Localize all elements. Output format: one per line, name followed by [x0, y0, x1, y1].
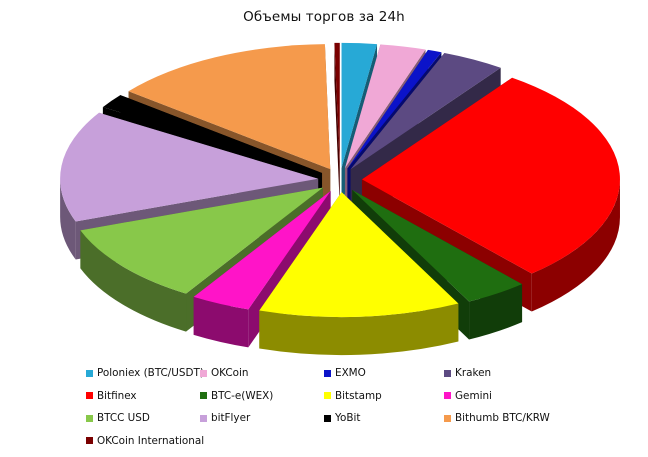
legend-item: Gemini — [444, 390, 492, 402]
pie-slice-top — [193, 190, 331, 310]
legend-swatch — [200, 369, 207, 377]
pie-slice-top — [361, 77, 620, 274]
pie-slice-top — [259, 192, 459, 318]
legend-swatch — [444, 369, 451, 377]
legend-item: bitFlyer — [200, 412, 250, 424]
legend-swatch — [444, 414, 451, 422]
legend-swatch — [86, 414, 93, 422]
pie-slice-wall — [334, 42, 340, 206]
legend-swatch — [86, 392, 93, 399]
legend-swatch — [200, 392, 207, 399]
pie-slice-top — [128, 44, 331, 170]
legend-item: Bithumb BTC/KRW — [444, 412, 550, 424]
legend-swatch — [86, 437, 93, 444]
pie-slice-top — [60, 112, 319, 222]
pie-slice-top — [102, 95, 323, 174]
legend-label: Bitfinex — [97, 389, 137, 402]
legend-label: BTCC USD — [97, 412, 150, 424]
pie-slice-rim — [60, 178, 76, 260]
legend-label: Bitstamp — [335, 389, 382, 402]
legend-item: Kraken — [444, 367, 491, 379]
legend-item: EXMO — [324, 367, 366, 379]
pie-slice-rim — [531, 179, 620, 312]
chart-title: Объемы торгов за 24h — [243, 9, 405, 25]
pie-slice-okcoin-international — [334, 42, 340, 206]
legend-swatch — [200, 414, 207, 422]
pie-slice-top — [344, 44, 426, 169]
legend-swatch — [324, 369, 331, 377]
pie-slice-top — [80, 187, 323, 294]
legend-swatch — [86, 369, 93, 377]
pie-slice-top — [350, 52, 501, 170]
legend-swatch — [324, 392, 331, 399]
pie-slice-rim — [469, 284, 523, 340]
legend-label: EXMO — [335, 367, 366, 379]
legend-item: OKCoin — [200, 367, 249, 379]
legend-item: Bitstamp — [324, 390, 382, 402]
pie-slice-top — [341, 42, 378, 168]
pie-slice-top — [352, 190, 523, 302]
legend-label: YoBit — [335, 412, 361, 424]
pie-slice-bitstamp — [259, 192, 459, 356]
legend-label: Bithumb BTC/KRW — [455, 412, 550, 424]
legend-label: OKCoin International — [97, 434, 205, 447]
legend-item: BTC-e(WEX) — [200, 390, 273, 402]
legend-label: Kraken — [455, 367, 492, 379]
legend-item: Bitfinex — [86, 390, 137, 402]
legend-swatch — [444, 392, 451, 399]
legend-label: Poloniex (BTC/USDT) — [97, 367, 204, 379]
pie-slice-top — [347, 49, 442, 169]
legend-label: BTC-e(WEX) — [211, 389, 274, 402]
legend-swatch — [324, 414, 331, 422]
legend-label: Gemini — [455, 389, 492, 402]
legend-item: Poloniex (BTC/USDT) — [86, 367, 204, 379]
pie-slice-rim — [80, 230, 187, 332]
pie-slice-rim — [259, 303, 459, 356]
pie-slice-rim — [193, 296, 249, 348]
legend-item: OKCoin International — [86, 435, 204, 447]
legend-label: OKCoin — [211, 367, 249, 379]
legend-label: bitFlyer — [211, 412, 251, 424]
legend-item: BTCC USD — [86, 412, 150, 424]
pie-slice-top — [334, 42, 340, 168]
legend-item: YoBit — [324, 412, 360, 424]
pie-chart — [60, 42, 620, 356]
